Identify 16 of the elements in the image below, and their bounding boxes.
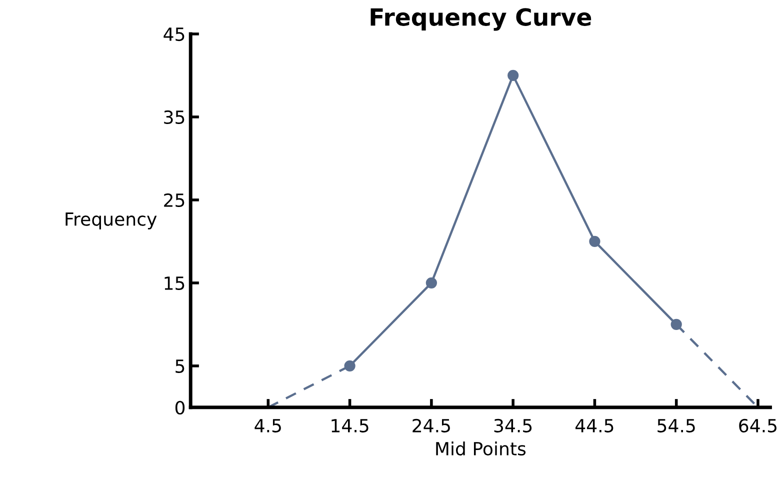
x-tick-label: 54.5 [658, 419, 695, 432]
y-tick-label: 5 [176, 360, 184, 374]
chart-title: Frequency Curve [370, 8, 592, 31]
x-tick-label: 14.5 [332, 419, 368, 432]
y-tick-label: 25 [164, 193, 184, 208]
y-tick-label: 15 [164, 276, 184, 290]
x-tick-label: 64.5 [739, 418, 776, 432]
y-tick-label: 35 [164, 110, 184, 124]
x-tick-label: 24.5 [412, 418, 450, 432]
x-axis-title: Mid Points [436, 442, 526, 456]
x-tick-label: 4.5 [254, 419, 281, 432]
y-tick-label: 45 [164, 28, 184, 42]
y-axis-title: Frequency [66, 212, 157, 230]
y-tick-label: 0 [175, 400, 185, 415]
x-tick-label: 44.5 [575, 419, 614, 432]
x-tick-label: 34.5 [494, 418, 532, 432]
